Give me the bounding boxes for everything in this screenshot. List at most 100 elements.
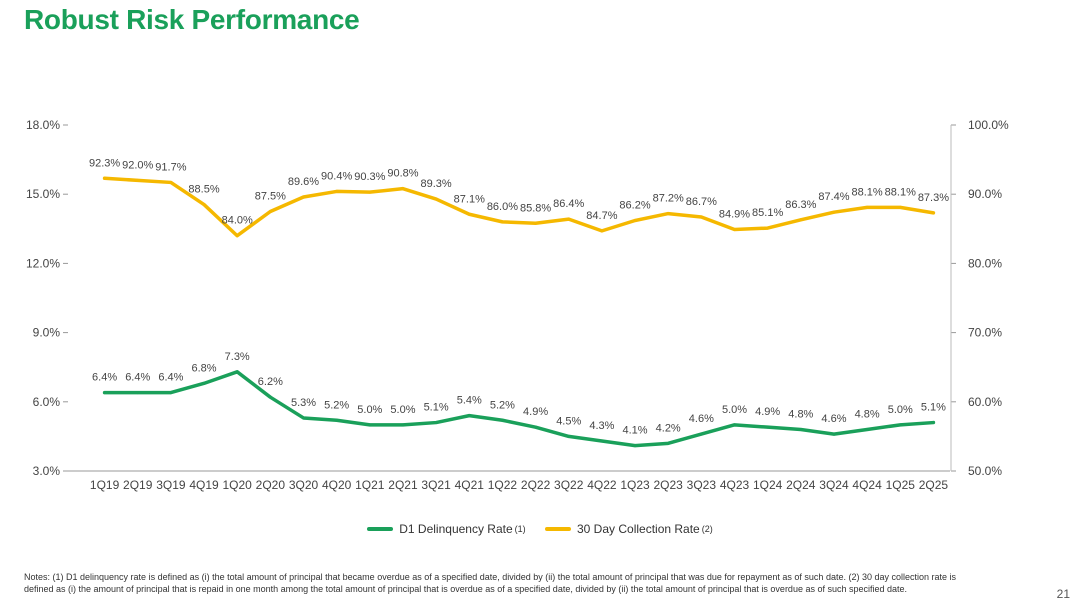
data-point (235, 370, 239, 374)
data-point (103, 176, 107, 180)
x-axis-tick-label: 4Q19 (189, 478, 219, 492)
x-axis-tick-label: 1Q19 (90, 478, 120, 492)
data-point (534, 425, 538, 429)
left-axis-tick-label: 3.0% (33, 464, 61, 478)
data-label: 87.1% (454, 193, 485, 205)
data-point (832, 432, 836, 436)
line-chart: 3.0% 6.0% 9.0% 12.0% 15.0% 18.0% 50.0% 60.0% 70.… (26, 118, 1009, 492)
right-axis-tick-label: 80.0% (968, 256, 1002, 270)
data-point (169, 180, 173, 184)
data-point (500, 418, 504, 422)
left-axis-tick-label: 9.0% (33, 326, 61, 340)
right-axis-tick-label: 50.0% (968, 464, 1002, 478)
data-label: 86.2% (619, 199, 650, 211)
data-label: 5.4% (457, 395, 482, 407)
legend-swatch-d1 (367, 527, 394, 531)
x-axis-tick-label: 4Q23 (720, 478, 750, 492)
data-label: 5.0% (357, 404, 382, 416)
data-label: 84.9% (719, 208, 750, 220)
data-label: 4.5% (556, 415, 581, 427)
data-point (467, 212, 471, 216)
data-point (401, 187, 405, 191)
data-point (766, 425, 770, 429)
data-label: 85.1% (752, 207, 783, 219)
x-axis-tick-label: 3Q21 (421, 478, 451, 492)
data-label: 5.2% (324, 399, 349, 411)
left-axis-tick-label: 18.0% (26, 118, 60, 132)
x-axis-tick-label: 3Q19 (156, 478, 186, 492)
x-axis-tick-label: 2Q25 (919, 478, 949, 492)
data-label: 5.2% (490, 399, 515, 411)
data-point (733, 423, 736, 427)
data-label: 5.3% (291, 397, 316, 409)
data-label: 5.0% (390, 404, 415, 416)
data-point (633, 444, 637, 448)
series-line-d1-delinquency (102, 370, 936, 448)
data-label: 4.1% (622, 425, 647, 437)
data-point (567, 434, 571, 438)
data-label: 86.7% (686, 196, 717, 208)
data-label: 4.3% (589, 420, 614, 432)
left-axis-tick-label: 6.0% (33, 395, 61, 409)
x-axis-tick-label: 1Q25 (886, 478, 916, 492)
right-axis-tick-label: 70.0% (968, 326, 1002, 340)
legend-swatch-collection (545, 527, 571, 531)
data-label: 6.4% (158, 372, 183, 384)
x-axis-tick-label: 3Q22 (554, 478, 584, 492)
data-label: 4.9% (755, 406, 780, 418)
x-axis-tick-label: 2Q19 (123, 478, 153, 492)
data-label: 90.3% (354, 171, 385, 183)
data-point (368, 190, 372, 194)
x-axis-tick-label: 3Q23 (687, 478, 717, 492)
legend-item-d1-delinquency: D1 Delinquency Rate (1) (367, 522, 526, 536)
x-axis-tick-label: 4Q21 (455, 478, 485, 492)
data-label: 7.3% (225, 351, 250, 363)
data-point (136, 391, 140, 395)
data-point (268, 210, 272, 213)
data-label: 4.6% (821, 413, 846, 425)
page-number: 21 (1056, 587, 1070, 601)
data-point (368, 423, 372, 427)
x-axis-tick-label: 4Q22 (587, 478, 617, 492)
data-label: 4.8% (855, 408, 880, 420)
x-axis-tick-label: 2Q21 (388, 478, 418, 492)
data-label: 89.6% (288, 176, 319, 188)
right-axis-tick-label: 60.0% (968, 395, 1002, 409)
data-label: 87.2% (653, 193, 684, 205)
data-label: 86.3% (785, 199, 816, 211)
data-point (534, 221, 538, 225)
data-point (898, 205, 902, 209)
data-label: 92.3% (89, 157, 120, 169)
data-point (103, 391, 107, 395)
data-point (567, 217, 571, 221)
data-label: 87.4% (818, 191, 849, 203)
data-point (699, 215, 703, 219)
series-line-collection-rate (102, 176, 936, 238)
data-label: 84.7% (586, 210, 617, 222)
data-label: 5.1% (921, 402, 946, 414)
x-axis-tick-label: 1Q23 (620, 478, 650, 492)
data-point (633, 218, 637, 222)
data-label: 90.4% (321, 170, 352, 182)
data-point (235, 234, 239, 238)
data-point (335, 418, 339, 422)
data-point (666, 441, 670, 445)
data-point (302, 195, 305, 199)
x-axis-tick-label: 1Q20 (223, 478, 253, 492)
chart-legend: D1 Delinquency Rate (1) 30 Day Collectio… (0, 520, 1080, 536)
data-point (931, 211, 935, 215)
footnotes: Notes: (1) D1 delinquency rate is define… (24, 572, 957, 594)
data-point (666, 212, 670, 216)
data-label: 4.8% (788, 408, 813, 420)
data-label: 6.4% (92, 372, 117, 384)
data-point (865, 427, 869, 431)
data-label: 6.8% (191, 362, 216, 374)
data-point (766, 226, 770, 230)
data-point (832, 210, 836, 214)
x-axis-tick-label: 2Q22 (521, 478, 551, 492)
x-axis-tick-label: 1Q24 (753, 478, 783, 492)
data-point (733, 227, 736, 231)
data-label: 6.4% (125, 372, 150, 384)
data-label: 5.0% (888, 404, 913, 416)
data-point (799, 427, 803, 431)
